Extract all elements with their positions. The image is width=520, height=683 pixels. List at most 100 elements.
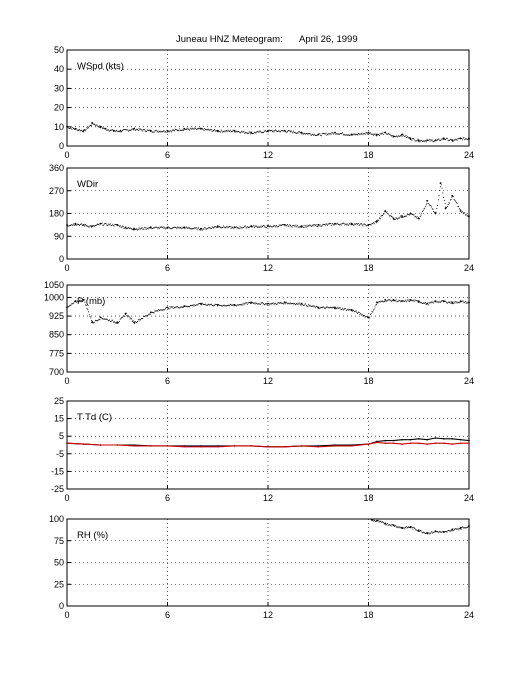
trace-dot (78, 130, 80, 131)
trace-dot (400, 216, 402, 218)
trace-dot (400, 215, 402, 217)
trace-dot (166, 227, 168, 229)
trace-dot (456, 302, 458, 304)
trace-dot (405, 299, 407, 301)
trace-dot (366, 133, 368, 135)
trace-dot (396, 527, 398, 528)
trace-dot (317, 134, 319, 136)
trace-dot (75, 224, 77, 226)
trace-dot (164, 226, 166, 228)
trace-dot (356, 223, 358, 225)
trace-dot (363, 133, 365, 135)
trace-dot (250, 133, 252, 135)
trace-dot (279, 131, 281, 133)
trace-dot (429, 533, 431, 535)
data-point (384, 439, 387, 442)
trace-dot (396, 218, 398, 220)
trace-dot (446, 207, 448, 208)
trace-dot (259, 130, 261, 132)
trace-dot (315, 305, 317, 307)
data-point (451, 301, 454, 304)
data-point (267, 445, 269, 448)
trace-dot (192, 228, 194, 229)
trace-dot (144, 130, 146, 132)
trace-dot (79, 300, 80, 302)
trace-dot (245, 227, 247, 229)
trace-dot (398, 526, 400, 528)
trace-dot (140, 319, 142, 321)
trace-dot (213, 130, 215, 132)
trace-dot (207, 228, 209, 230)
trace-dot (210, 227, 212, 229)
trace-dot (464, 526, 466, 528)
trace-dot (140, 228, 142, 230)
y-tick-label: 0 (59, 254, 64, 264)
trace-dot (260, 131, 262, 133)
trace-dot (413, 214, 415, 216)
trace-dot (443, 531, 445, 533)
trace-dot (402, 527, 404, 529)
trace-dot (431, 139, 432, 141)
trace-dot (117, 322, 119, 324)
trace-dot (207, 303, 209, 305)
trace-dot (298, 303, 300, 305)
trace-dot (302, 227, 304, 228)
trace-dot (82, 299, 84, 301)
trace-dot (171, 307, 173, 309)
trace-dot (195, 304, 197, 306)
trace-dot (255, 302, 257, 304)
trace-dot (98, 224, 100, 226)
trace-dot (321, 133, 323, 135)
trace-dot (404, 300, 406, 302)
trace-dot (96, 124, 98, 126)
trace-dot (162, 308, 164, 310)
trace-dot (109, 319, 111, 321)
trace-dot (79, 224, 81, 225)
y-tick-label: 30 (54, 83, 64, 93)
x-tick-label: 18 (363, 610, 373, 620)
trace-dot (402, 300, 404, 302)
trace-dot (219, 304, 221, 306)
trace-dot (143, 228, 145, 230)
trace-dot (388, 213, 389, 215)
trace-dot (388, 299, 389, 301)
trace-dot (145, 315, 147, 316)
data-point (149, 445, 152, 447)
trace-dot (447, 302, 449, 304)
trace-dot (377, 134, 379, 136)
trace-dot (210, 128, 212, 130)
trace-dot (102, 128, 104, 130)
trace-dot (216, 130, 218, 131)
trace-dot (443, 138, 445, 140)
trace-dot (233, 305, 235, 307)
trace-dot (446, 137, 448, 139)
trace-dot (226, 305, 228, 307)
trace-dot (376, 304, 377, 306)
trace-dot (100, 127, 102, 129)
trace-dot (461, 138, 463, 140)
trace-dot (330, 224, 332, 226)
trace-dot (269, 226, 270, 228)
trace-dot (321, 225, 322, 227)
trace-dot (171, 227, 173, 229)
trace-dot (264, 226, 266, 228)
trace-dot (174, 226, 176, 228)
trace-dot (151, 311, 153, 313)
trace-dot (383, 301, 385, 303)
trace-dot (198, 302, 200, 304)
trace-dot (132, 320, 134, 322)
trace-dot (299, 304, 301, 306)
trace-dot (201, 302, 203, 304)
trace-dot (310, 224, 312, 226)
trace-dot (180, 306, 182, 308)
trace-dot (345, 134, 347, 136)
trace-dot (308, 304, 310, 306)
trace-dot (259, 226, 261, 228)
trace-dot (285, 131, 287, 133)
trace-dot (440, 138, 442, 140)
trace-dot (165, 227, 167, 229)
y-tick-label: 10 (54, 122, 64, 132)
trace-dot (354, 134, 356, 136)
trace-dot (237, 304, 239, 306)
trace-dot (391, 300, 393, 302)
